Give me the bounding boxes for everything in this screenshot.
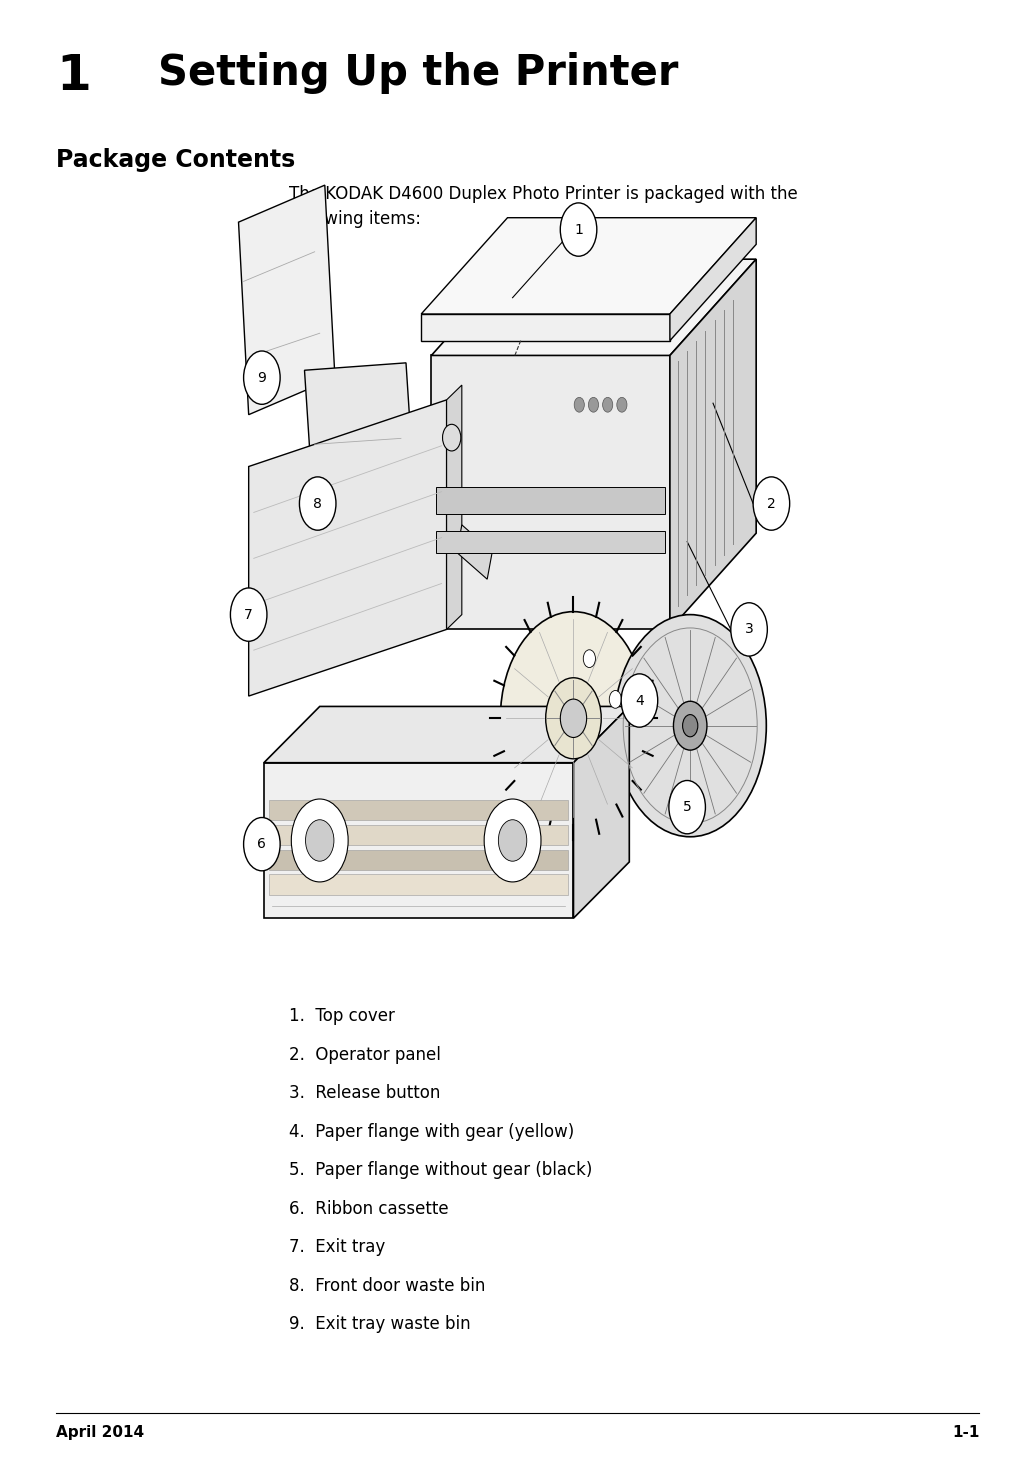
Circle shape bbox=[731, 603, 767, 656]
Circle shape bbox=[244, 351, 280, 404]
Polygon shape bbox=[264, 763, 573, 918]
Circle shape bbox=[621, 674, 658, 727]
Polygon shape bbox=[431, 259, 756, 355]
Circle shape bbox=[614, 615, 766, 837]
Polygon shape bbox=[304, 363, 416, 526]
Circle shape bbox=[299, 477, 336, 530]
Polygon shape bbox=[269, 825, 568, 846]
Text: 2.  Operator panel: 2. Operator panel bbox=[289, 1046, 442, 1063]
Circle shape bbox=[584, 650, 596, 668]
Circle shape bbox=[443, 425, 461, 450]
Polygon shape bbox=[431, 355, 670, 629]
Polygon shape bbox=[573, 706, 629, 918]
Polygon shape bbox=[264, 706, 629, 763]
Circle shape bbox=[500, 612, 647, 825]
Circle shape bbox=[484, 800, 541, 881]
Text: 5.  Paper flange without gear (black): 5. Paper flange without gear (black) bbox=[289, 1161, 593, 1179]
Text: The KODAK D4600 Duplex Photo Printer is packaged with the
following items:: The KODAK D4600 Duplex Photo Printer is … bbox=[289, 185, 798, 228]
Circle shape bbox=[244, 818, 280, 871]
Text: 9.  Exit tray waste bin: 9. Exit tray waste bin bbox=[289, 1315, 471, 1333]
Text: 1.  Top cover: 1. Top cover bbox=[289, 1007, 395, 1025]
Circle shape bbox=[291, 800, 348, 881]
Text: Setting Up the Printer: Setting Up the Printer bbox=[129, 52, 678, 93]
Circle shape bbox=[617, 397, 627, 412]
Circle shape bbox=[589, 397, 599, 412]
Text: 7: 7 bbox=[245, 607, 253, 622]
Text: 4.  Paper flange with gear (yellow): 4. Paper flange with gear (yellow) bbox=[289, 1123, 574, 1140]
Circle shape bbox=[674, 701, 706, 749]
Polygon shape bbox=[269, 800, 568, 820]
Circle shape bbox=[669, 780, 705, 834]
Polygon shape bbox=[670, 218, 756, 341]
Text: 3: 3 bbox=[745, 622, 753, 637]
Text: 1: 1 bbox=[574, 222, 583, 237]
Polygon shape bbox=[457, 524, 492, 579]
Text: 8: 8 bbox=[314, 496, 322, 511]
Text: 3.  Release button: 3. Release button bbox=[289, 1084, 441, 1102]
Circle shape bbox=[609, 690, 621, 708]
Polygon shape bbox=[421, 314, 670, 341]
Circle shape bbox=[546, 678, 601, 758]
Circle shape bbox=[498, 819, 527, 860]
Text: April 2014: April 2014 bbox=[56, 1425, 144, 1440]
Polygon shape bbox=[436, 487, 665, 514]
Text: 1: 1 bbox=[56, 52, 90, 99]
Polygon shape bbox=[670, 259, 756, 629]
Polygon shape bbox=[436, 530, 665, 552]
Text: 1-1: 1-1 bbox=[952, 1425, 979, 1440]
Text: 6.  Ribbon cassette: 6. Ribbon cassette bbox=[289, 1200, 449, 1217]
Polygon shape bbox=[269, 874, 568, 895]
Polygon shape bbox=[447, 385, 462, 629]
Text: 8.  Front door waste bin: 8. Front door waste bin bbox=[289, 1277, 485, 1294]
Text: 6: 6 bbox=[258, 837, 266, 852]
Polygon shape bbox=[239, 185, 335, 415]
Text: 9: 9 bbox=[258, 370, 266, 385]
Polygon shape bbox=[421, 218, 756, 314]
Circle shape bbox=[560, 203, 597, 256]
Polygon shape bbox=[249, 400, 447, 696]
Text: 7.  Exit tray: 7. Exit tray bbox=[289, 1238, 386, 1256]
Circle shape bbox=[753, 477, 790, 530]
Circle shape bbox=[306, 819, 334, 860]
Circle shape bbox=[560, 699, 587, 738]
Text: 4: 4 bbox=[635, 693, 644, 708]
Circle shape bbox=[574, 397, 585, 412]
Polygon shape bbox=[269, 850, 568, 869]
Text: 5: 5 bbox=[683, 800, 691, 815]
Circle shape bbox=[603, 397, 613, 412]
Circle shape bbox=[230, 588, 267, 641]
Text: Package Contents: Package Contents bbox=[56, 148, 295, 172]
Text: 2: 2 bbox=[767, 496, 775, 511]
Circle shape bbox=[682, 714, 698, 736]
